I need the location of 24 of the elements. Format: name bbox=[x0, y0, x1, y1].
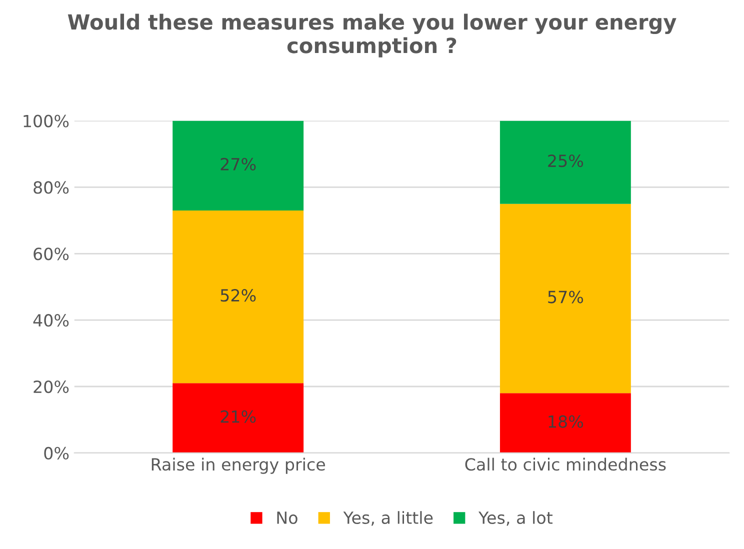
bar bbox=[172, 210, 304, 384]
bar bbox=[500, 120, 631, 204]
bar bbox=[172, 383, 304, 453]
y-tick-label: 60% bbox=[34, 248, 69, 260]
data-label: 57% bbox=[548, 290, 584, 304]
x-tick-label: Call to civic mindedness bbox=[465, 458, 666, 471]
y-tick-label: 0% bbox=[44, 446, 69, 460]
data-label: 25% bbox=[548, 154, 584, 168]
data-label: 21% bbox=[220, 410, 256, 423]
x-tick-label: Raise in energy price bbox=[152, 458, 326, 474]
bar bbox=[500, 393, 631, 453]
legend-label: Yes, a lot bbox=[478, 511, 552, 526]
chart-title: Would these measures make you lower your energy consumption ? bbox=[68, 14, 676, 58]
legend-label: Yes, a little bbox=[343, 511, 433, 526]
bar bbox=[500, 204, 631, 394]
legend-label: No bbox=[277, 512, 298, 524]
data-label: 52% bbox=[220, 289, 256, 302]
data-label: 27% bbox=[220, 158, 256, 170]
y-tick-label: 100% bbox=[24, 114, 69, 128]
y-tick-label: 20% bbox=[34, 380, 69, 394]
y-tick-label: 40% bbox=[33, 314, 69, 327]
y-tick-label: 80% bbox=[34, 181, 69, 194]
bar bbox=[172, 120, 304, 210]
data-label: 18% bbox=[548, 415, 584, 428]
